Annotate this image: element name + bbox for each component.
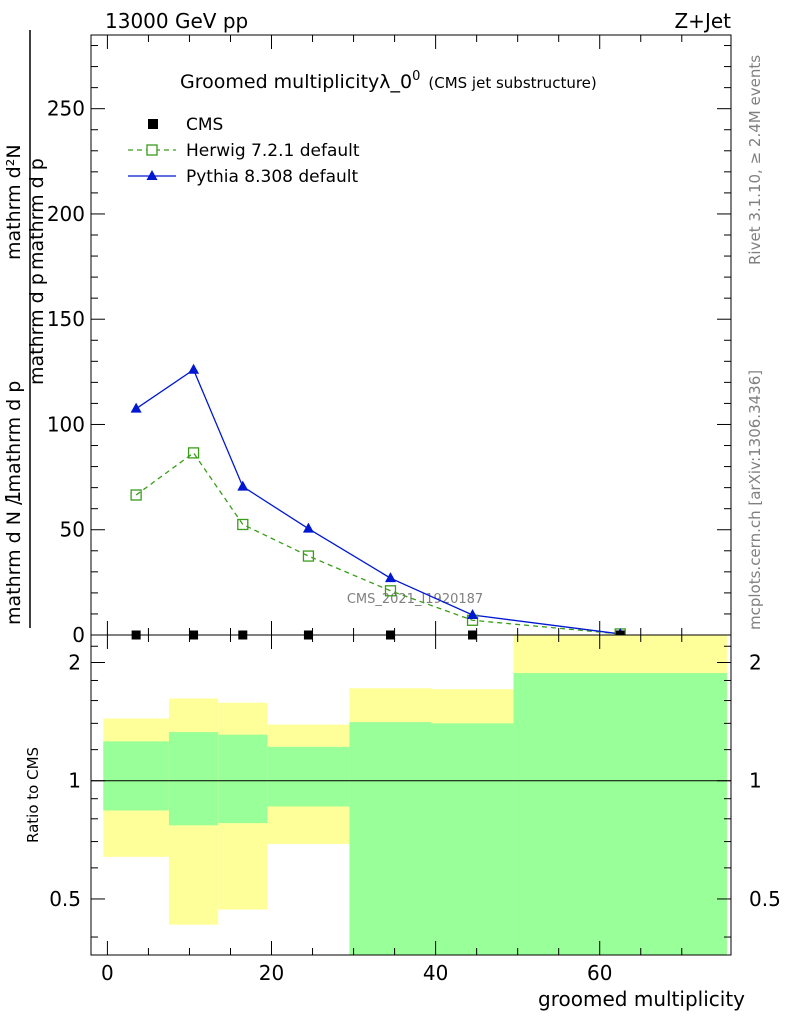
herwig-line xyxy=(135,451,621,635)
upper-y-tick-label: 150 xyxy=(47,307,85,331)
herwig-point xyxy=(384,585,397,597)
pythia-point xyxy=(467,609,479,619)
chart-title-sub: (CMS jet substructure) xyxy=(428,74,596,92)
upper-y-axis: 0 50 100 150 200 250 xyxy=(47,45,731,647)
lower-y-tick-label-right: 1 xyxy=(749,769,762,793)
ylabel-denominator: mathrm d N / mathrm d p xyxy=(3,381,25,625)
x-tick-label: 20 xyxy=(259,961,284,985)
lower-y-tick-label: 1 xyxy=(68,769,81,793)
legend-label: CMS xyxy=(186,115,223,135)
x-axis-label: groomed multiplicity xyxy=(538,987,745,1011)
pythia-point xyxy=(130,402,142,413)
ratio-band-inner xyxy=(431,723,514,955)
legend: CMS Herwig 7.2.1 default Pythia 8.308 defa… xyxy=(128,115,360,187)
upper-y-tick-label: 100 xyxy=(47,412,85,436)
legend-cms-marker xyxy=(148,119,158,129)
chart-title-main: Groomed multiplicityλ_0 xyxy=(180,71,412,93)
lower-frame xyxy=(90,634,732,956)
ratio-ylabel: Ratio to CMS xyxy=(24,747,42,843)
lower-y-tick-label-right: 0.5 xyxy=(749,887,781,911)
herwig-point xyxy=(130,489,142,501)
chart-title: Groomed multiplicityλ_00 (CMS jet substru… xyxy=(180,69,597,93)
herwig-point xyxy=(237,518,249,531)
ratio-band-inner xyxy=(513,673,727,955)
lower-y-tick-label-right: 2 xyxy=(749,651,762,675)
upper-ylabel: 1 mathrm d N / mathrm d p mathrm d p mat… xyxy=(1,30,48,628)
lower-x-axis: 0 20 40 60 xyxy=(101,635,683,985)
ratio-band-inner xyxy=(103,741,169,811)
x-tick-label: 40 xyxy=(423,961,448,985)
ylabel-pt-top: mathrm d p xyxy=(26,158,48,270)
lower-y-tick-label: 2 xyxy=(68,651,81,675)
legend-label: Herwig 7.2.1 default xyxy=(186,141,360,161)
ylabel-numerator: mathrm d²N xyxy=(3,144,25,260)
ratio-band-inner xyxy=(218,734,268,824)
upper-y-tick-label: 0 xyxy=(72,623,85,647)
herwig-point xyxy=(302,550,315,562)
ratio-bands xyxy=(103,635,727,955)
legend-pythia-marker xyxy=(146,170,158,180)
pythia-point xyxy=(302,522,314,533)
ylabel-pt-mid: mathrm d p xyxy=(26,273,48,385)
upper-y-tick-label: 250 xyxy=(47,97,85,121)
lower-y-axis: 0.5 0.5 1 1 2 2 xyxy=(49,645,781,938)
lower-y-tick-label: 0.5 xyxy=(49,887,81,911)
ratio-band-inner xyxy=(267,746,350,807)
ylabel-one: 1 xyxy=(1,491,25,504)
lower-panel: 0.5 0.5 1 1 2 2 0 20 40 60 Ratio to CMS groomed … xyxy=(24,634,781,1011)
pythia-point xyxy=(384,572,396,583)
upper-x-ticks xyxy=(106,35,683,635)
mcplots-label: mcplots.cern.ch [arXiv:1306.3436] xyxy=(746,370,764,630)
ratio-band-inner xyxy=(349,722,432,955)
pythia-point xyxy=(188,363,200,374)
herwig-point xyxy=(187,447,200,459)
header-right: Z+Jet xyxy=(674,9,731,33)
legend-herwig-marker xyxy=(146,144,158,156)
upper-y-tick-label: 200 xyxy=(47,202,85,226)
rivet-label: Rivet 3.1.10, ≥ 2.4M events xyxy=(746,55,764,265)
legend-label: Pythia 8.308 default xyxy=(186,167,359,187)
chart-title-sup: 0 xyxy=(412,69,420,84)
pythia-point xyxy=(237,480,249,491)
upper-y-tick-label: 50 xyxy=(60,518,85,542)
x-tick-label: 0 xyxy=(101,961,114,985)
header-left: 13000 GeV pp xyxy=(105,9,248,33)
x-tick-label: 60 xyxy=(587,961,612,985)
ratio-band-inner xyxy=(168,732,219,826)
